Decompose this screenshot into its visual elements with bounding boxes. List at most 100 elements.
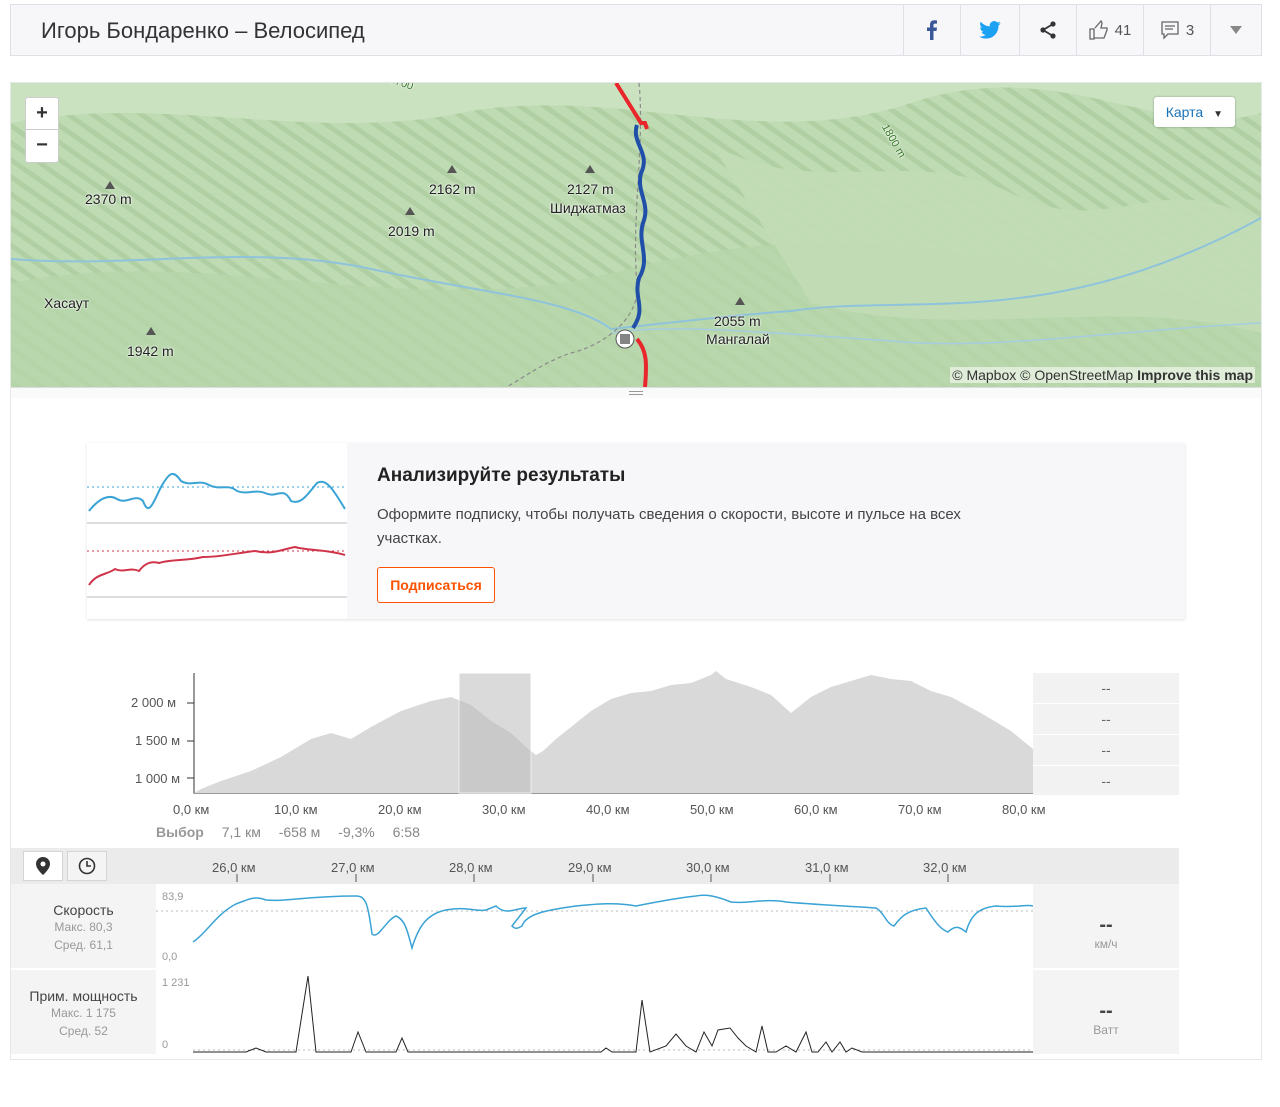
selection-elevation: -658 м bbox=[278, 824, 321, 840]
share-button[interactable] bbox=[1019, 5, 1076, 55]
map-label: Мангалай bbox=[706, 331, 770, 347]
map-type-label: Карта bbox=[1165, 104, 1204, 120]
activity-card: 2370 m 2162 m 2019 m 2127 m Шиджатмаз Ха… bbox=[10, 82, 1262, 1060]
promo-illustration bbox=[87, 443, 347, 619]
selection-grade: -9,3% bbox=[338, 824, 375, 840]
stream-x-tick: 32,0 км bbox=[923, 860, 967, 875]
speed-unit: км/ч bbox=[1094, 937, 1118, 951]
speed-value: -- bbox=[1099, 914, 1113, 936]
chevron-down-icon bbox=[1230, 26, 1242, 34]
power-current: -- Ватт bbox=[1033, 970, 1179, 1054]
elevation-x-tick: 10,0 км bbox=[274, 802, 318, 817]
clock-icon bbox=[78, 857, 96, 875]
comment-icon bbox=[1161, 21, 1179, 40]
power-stream-chart[interactable] bbox=[156, 970, 1033, 1054]
facebook-icon bbox=[927, 20, 937, 40]
elevation-y-tick: 1 000 м bbox=[135, 771, 181, 786]
map-terrain bbox=[11, 83, 1261, 387]
twitter-share-button[interactable] bbox=[960, 5, 1019, 55]
stream-x-tick: 30,0 км bbox=[686, 860, 730, 875]
power-unit: Ватт bbox=[1093, 1023, 1119, 1037]
zoom-control: + − bbox=[25, 97, 59, 163]
power-ymax: 1 231 bbox=[162, 977, 190, 989]
peak-icon bbox=[105, 181, 115, 189]
stream-x-tick: 31,0 км bbox=[805, 860, 849, 875]
elevation-x-tick: 70,0 км bbox=[898, 802, 942, 817]
twitter-icon bbox=[979, 21, 1001, 39]
zoom-in-button[interactable]: + bbox=[26, 98, 58, 130]
stream-x-tick: 28,0 км bbox=[449, 860, 493, 875]
power-name: Прим. мощность bbox=[29, 988, 138, 1004]
elevation-x-tick: 30,0 км bbox=[482, 802, 526, 817]
map-pin-icon bbox=[36, 857, 50, 875]
side-value: -- bbox=[1033, 766, 1179, 797]
peak-icon bbox=[447, 165, 457, 173]
elevation-chart[interactable] bbox=[11, 665, 1181, 805]
improve-map-link[interactable]: Improve this map bbox=[1137, 367, 1253, 383]
mapbox-attribution-link[interactable]: © Mapbox bbox=[952, 367, 1017, 383]
map-label: 1942 m bbox=[127, 343, 174, 359]
map-label: 2055 m bbox=[714, 313, 761, 329]
subscribe-promo: Анализируйте результаты Оформите подписк… bbox=[87, 443, 1185, 619]
activity-title: Игорь Бондаренко – Велосипед bbox=[41, 18, 365, 43]
power-value: -- bbox=[1099, 1000, 1113, 1022]
drag-handle-icon bbox=[629, 391, 643, 392]
selection-summary: Выбор 7,1 км -658 м -9,3% 6:58 bbox=[156, 824, 434, 840]
elevation-side-values: -- -- -- -- bbox=[1033, 673, 1179, 797]
speed-name: Скорость bbox=[53, 902, 114, 918]
map-label: 2019 m bbox=[388, 223, 435, 239]
tab-distance[interactable] bbox=[23, 851, 63, 881]
side-value: -- bbox=[1033, 673, 1179, 704]
peak-icon bbox=[585, 165, 595, 173]
speed-stream-chart[interactable] bbox=[156, 884, 1033, 968]
more-actions-button[interactable] bbox=[1210, 5, 1261, 55]
speed-current: -- км/ч bbox=[1033, 884, 1179, 968]
kudos-count: 41 bbox=[1114, 21, 1132, 39]
peak-icon bbox=[735, 297, 745, 305]
speed-avg: Сред. 61,1 bbox=[54, 938, 113, 952]
map-attribution: © Mapbox © OpenStreetMap Improve this ma… bbox=[950, 367, 1255, 383]
share-icon bbox=[1040, 21, 1056, 39]
side-value: -- bbox=[1033, 735, 1179, 766]
speed-ymax: 83,9 bbox=[162, 891, 184, 903]
comments-button[interactable]: 3 bbox=[1143, 5, 1210, 55]
side-value: -- bbox=[1033, 704, 1179, 735]
comments-count: 3 bbox=[1185, 21, 1195, 39]
power-avg: Сред. 52 bbox=[59, 1024, 108, 1038]
map-label: 2162 m bbox=[429, 181, 476, 197]
subscribe-button[interactable]: Подписаться bbox=[377, 567, 495, 603]
peak-icon bbox=[405, 207, 415, 215]
tab-time[interactable] bbox=[67, 851, 107, 881]
map-type-dropdown[interactable]: Карта ▼ bbox=[1153, 97, 1235, 127]
stream-x-tick: 29,0 км bbox=[568, 860, 612, 875]
selection-highlight bbox=[458, 672, 532, 794]
power-ymin: 0 bbox=[162, 1039, 169, 1051]
osm-attribution-link[interactable]: © OpenStreetMap bbox=[1020, 367, 1134, 383]
map-label: Шиджатмаз bbox=[550, 200, 626, 216]
elevation-x-tick: 80,0 км bbox=[1002, 802, 1046, 817]
promo-text: Оформите подписку, чтобы получать сведен… bbox=[377, 506, 961, 547]
header-actions: 41 3 bbox=[903, 5, 1261, 55]
zoom-out-button[interactable]: − bbox=[36, 134, 48, 156]
route-map[interactable]: 2370 m 2162 m 2019 m 2127 m Шиджатмаз Ха… bbox=[11, 83, 1261, 387]
selection-distance: 7,1 км bbox=[221, 824, 261, 840]
promo-title: Анализируйте результаты bbox=[377, 465, 626, 486]
power-stream-label: Прим. мощность Макс. 1 175 Сред. 52 bbox=[11, 970, 156, 1054]
elevation-y-tick: 1 500 м bbox=[135, 733, 181, 748]
speed-stream-label: Скорость Макс. 80,3 Сред. 61,1 bbox=[11, 884, 156, 968]
elevation-x-tick: 0,0 км bbox=[173, 802, 210, 817]
elevation-profile bbox=[194, 671, 1033, 793]
map-label: 2370 m bbox=[85, 191, 132, 207]
map-resize-handle[interactable] bbox=[11, 387, 1261, 398]
activity-header: Игорь Бондаренко – Велосипед 41 3 bbox=[10, 4, 1262, 56]
streams-x-axis bbox=[236, 874, 949, 882]
selection-label: Выбор bbox=[156, 824, 204, 840]
peak-icon bbox=[146, 327, 156, 335]
elevation-x-tick: 50,0 км bbox=[690, 802, 734, 817]
power-max: Макс. 1 175 bbox=[51, 1006, 116, 1020]
facebook-share-button[interactable] bbox=[903, 5, 960, 55]
selection-time: 6:58 bbox=[392, 824, 420, 840]
map-label: 2127 m bbox=[567, 181, 614, 197]
caret-down-icon: ▼ bbox=[1213, 109, 1223, 120]
kudos-button[interactable]: 41 bbox=[1076, 5, 1143, 55]
